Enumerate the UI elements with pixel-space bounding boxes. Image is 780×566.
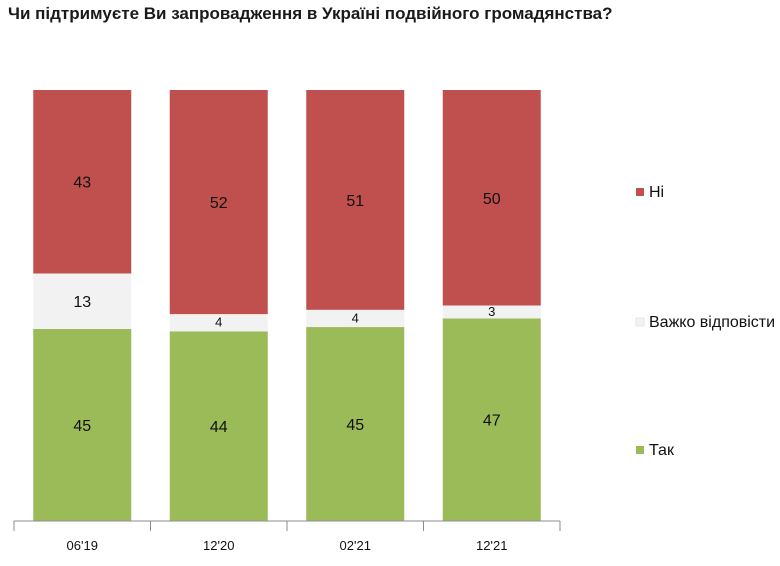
bar-tak-3 <box>442 318 541 521</box>
bar-ni-3 <box>442 90 541 306</box>
data-label: 44 <box>210 419 228 436</box>
data-label: 45 <box>346 417 364 434</box>
legend-label: Важко відповісти <box>649 314 775 331</box>
x-tick-label: 12'20 <box>203 538 234 553</box>
data-label: 4 <box>352 310 359 325</box>
bar-vazhko-2 <box>306 309 405 328</box>
x-tick-label: 06'19 <box>67 538 98 553</box>
data-label: 50 <box>483 191 501 208</box>
bar-tak-1 <box>169 331 268 521</box>
legend-label: Так <box>649 442 675 459</box>
bar-ni-2 <box>306 90 405 310</box>
data-label: 13 <box>73 294 91 311</box>
x-tick-label: 02'21 <box>340 538 371 553</box>
bar-tak-0 <box>33 328 132 521</box>
data-label: 3 <box>488 304 495 319</box>
data-label: 43 <box>73 175 91 192</box>
data-label: 51 <box>346 193 364 210</box>
legend-swatch <box>635 317 645 327</box>
bar-ni-0 <box>33 90 132 274</box>
data-label: 52 <box>210 195 228 212</box>
bar-vazhko-0 <box>33 273 132 329</box>
x-tick-label: 12'21 <box>476 538 507 553</box>
legend-swatch <box>636 446 644 454</box>
legend-label: Ні <box>649 184 664 201</box>
bar-vazhko-1 <box>169 314 268 332</box>
data-label: 47 <box>483 413 501 430</box>
legend-swatch <box>636 188 644 196</box>
chart-title: Чи підтримуєте Ви запровадження в Україн… <box>8 4 613 23</box>
data-label: 4 <box>215 315 222 330</box>
bar-vazhko-3 <box>442 305 541 319</box>
data-label: 45 <box>73 418 91 435</box>
bar-ni-1 <box>169 90 268 315</box>
bar-tak-2 <box>306 327 405 521</box>
